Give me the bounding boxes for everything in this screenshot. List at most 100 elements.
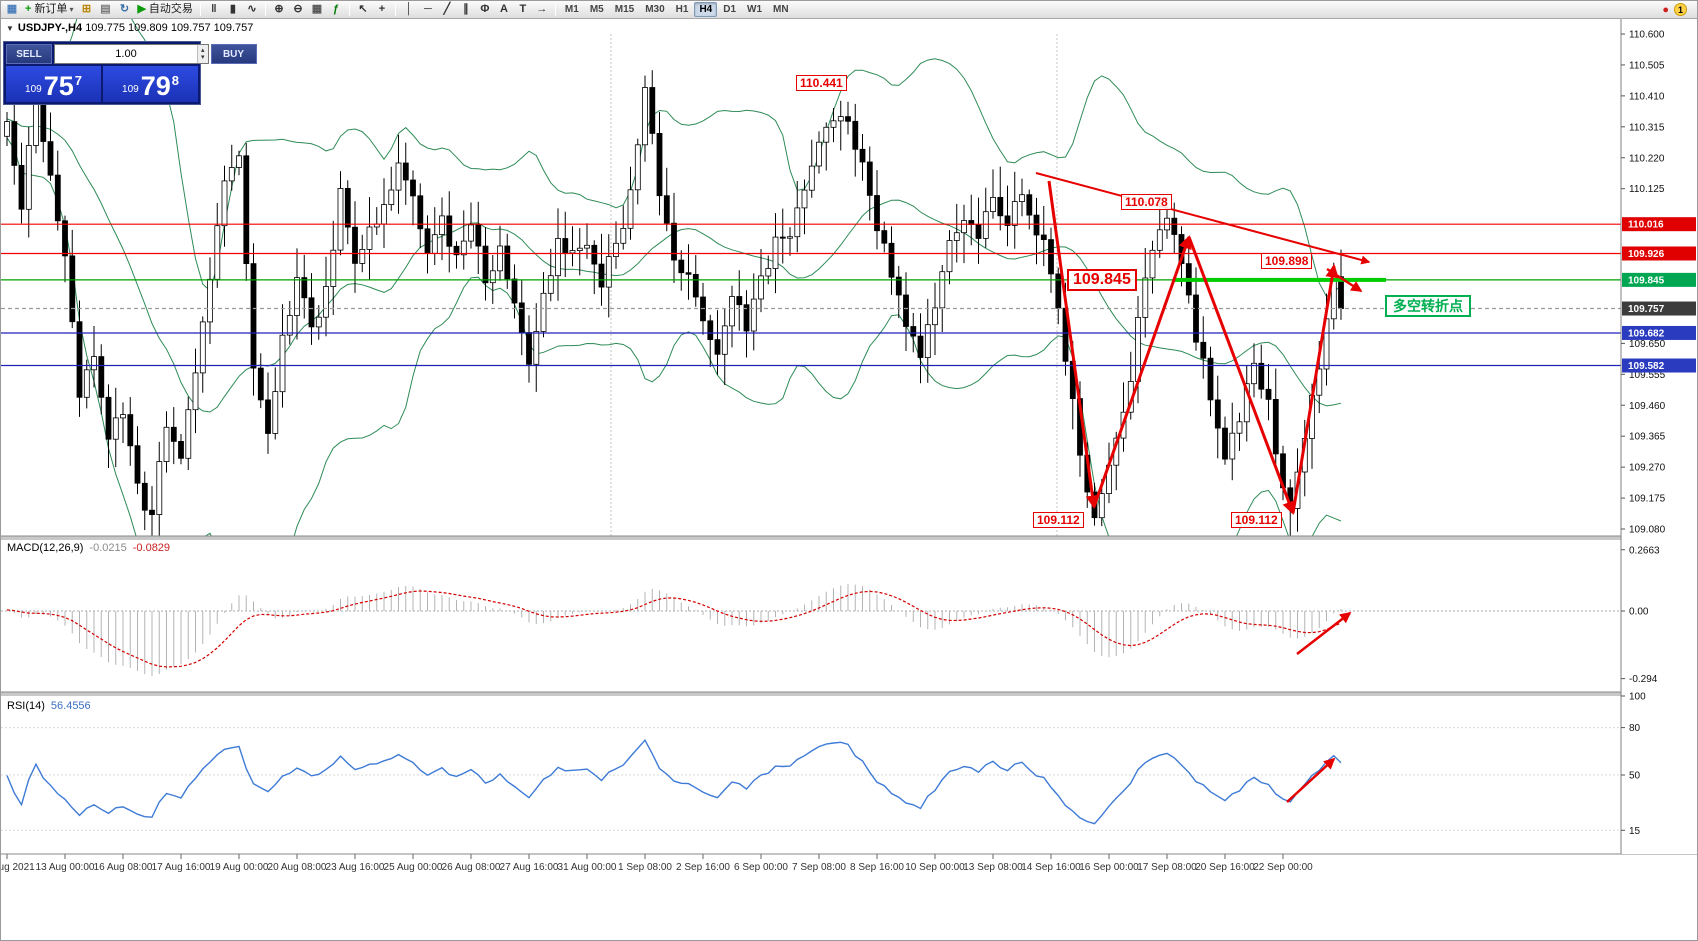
price-swing-label[interactable]: 110.078 [1121, 194, 1172, 210]
price-chart[interactable]: 110.600 110.505 110.410 110.315 110.220 110.1… [1, 19, 1698, 941]
ohlc-bars-icon[interactable]: ‖ [205, 2, 223, 18]
sell-price-panel[interactable]: 109 75 7 [6, 66, 101, 102]
timeframe-h4[interactable]: H4 [694, 2, 718, 17]
buy-price-panel[interactable]: 109 79 8 [103, 66, 198, 102]
svg-text:6 Sep 00:00: 6 Sep 00:00 [734, 862, 788, 873]
zoom-out-icon: ⊖ [293, 3, 303, 15]
fibonacci-icon: Φ [480, 3, 490, 15]
text-icon[interactable]: A [495, 2, 513, 18]
label-icon[interactable]: T [514, 2, 532, 18]
candlestick-icon[interactable]: ▮ [224, 2, 242, 18]
price-scale[interactable]: 110.600 110.505 110.410 110.315 110.220 110.1… [1620, 19, 1698, 854]
rsi-line [6, 738, 1342, 825]
svg-text:109.175: 109.175 [1629, 494, 1666, 505]
price-swing-label[interactable]: 109.112 [1231, 512, 1282, 528]
crosshair-icon[interactable]: + [373, 2, 391, 18]
sell-price-pip: 7 [74, 73, 82, 88]
buy-button[interactable]: BUY [210, 44, 257, 64]
profiles-icon: ▤ [100, 3, 111, 15]
svg-text:80: 80 [1629, 723, 1641, 734]
channel-icon[interactable]: ∥ [457, 2, 475, 18]
svg-text:110.410: 110.410 [1629, 91, 1665, 102]
bold-support-segment[interactable] [1173, 277, 1386, 282]
svg-text:109.845: 109.845 [1628, 275, 1665, 286]
trendline-icon[interactable]: ╱ [438, 2, 456, 18]
timeframe-m5[interactable]: M5 [585, 2, 609, 17]
timeframe-m15[interactable]: M15 [610, 2, 639, 17]
panel-separator[interactable] [1, 692, 1698, 696]
buy-price-big: 79 [140, 71, 171, 101]
volume-down-icon[interactable]: ▾ [201, 54, 205, 61]
toolbar: ▦ + 新订单 ▾ ⊞ ▤ ↻ ▶ 自动交易 ‖ ▮ ∿ ⊕ ⊖ ▦ ƒ ↖ + │ ─ ╱ ∥ Φ A T → M1 M5 M15 M3… [1, 1, 1697, 19]
svg-text:22 Sep 00:00: 22 Sep 00:00 [1253, 862, 1313, 873]
macd-label: MACD(12,26,9) -0.0215 -0.0829 [7, 542, 170, 554]
charts-grid-icon[interactable]: ⊞ [77, 2, 95, 18]
svg-text:-0.294: -0.294 [1629, 674, 1658, 685]
svg-text:110.315: 110.315 [1629, 122, 1665, 133]
toolbar-separator [348, 3, 350, 16]
horizontal-line-icon[interactable]: ─ [419, 2, 437, 18]
fibonacci-icon[interactable]: Φ [476, 2, 494, 18]
cursor-icon[interactable]: ↖ [354, 2, 372, 18]
timeframe-h1[interactable]: H1 [671, 2, 694, 17]
rsi-name: RSI(14) [7, 700, 45, 712]
indicators-icon[interactable]: ƒ [327, 2, 345, 18]
collapse-panel-icon[interactable]: ▼ [6, 24, 14, 33]
svg-text:109.682: 109.682 [1628, 328, 1665, 339]
rsi-value: 56.4556 [50, 700, 91, 712]
sell-button[interactable]: SELL [6, 44, 52, 64]
timeframe-d1[interactable]: D1 [718, 2, 741, 17]
arrow-object-icon[interactable]: → [533, 2, 551, 18]
ohlc-bars-icon: ‖ [211, 3, 217, 15]
new-order-button-caret-icon[interactable]: ▾ [69, 5, 74, 14]
panel-separator[interactable] [1, 536, 1698, 540]
new-chart-icon[interactable]: ▦ [3, 2, 21, 18]
svg-text:13 Aug 00:00: 13 Aug 00:00 [36, 862, 95, 873]
timeframe-w1[interactable]: W1 [742, 2, 767, 17]
svg-text:26 Aug 08:00: 26 Aug 08:00 [442, 862, 501, 873]
svg-text:17 Sep 08:00: 17 Sep 08:00 [1137, 862, 1197, 873]
vertical-line-icon[interactable]: │ [400, 2, 418, 18]
svg-text:110.505: 110.505 [1629, 60, 1665, 71]
profiles-icon[interactable]: ▤ [96, 2, 114, 18]
tile-windows-icon[interactable]: ▦ [308, 2, 326, 18]
horizontal-level-lines[interactable] [1, 223, 1621, 367]
price-swing-label[interactable]: 109.898 [1261, 253, 1313, 269]
timeframe-m1[interactable]: M1 [560, 2, 584, 17]
svg-text:109.365: 109.365 [1629, 432, 1666, 443]
volume-up-icon[interactable]: ▴ [201, 47, 205, 54]
svg-text:17 Aug 16:00: 17 Aug 16:00 [152, 862, 211, 873]
new-chart-icon: ▦ [6, 3, 18, 15]
svg-text:16 Sep 00:00: 16 Sep 00:00 [1079, 862, 1139, 873]
zoom-in-icon[interactable]: ⊕ [270, 2, 288, 18]
svg-text:19 Aug 00:00: 19 Aug 00:00 [210, 862, 269, 873]
macd-histogram [6, 584, 1342, 677]
line-chart-icon[interactable]: ∿ [243, 2, 261, 18]
timeframe-mn[interactable]: MN [768, 2, 794, 17]
svg-text:25 Aug 00:00: 25 Aug 00:00 [384, 862, 443, 873]
svg-text:110.220: 110.220 [1629, 153, 1665, 164]
notification-badge[interactable]: 1 [1674, 3, 1687, 16]
volume-stepper[interactable]: ▴ ▾ [54, 44, 209, 64]
svg-text:15: 15 [1629, 826, 1641, 837]
trend-arrows[interactable] [1035, 172, 1371, 803]
price-swing-label[interactable]: 109.112 [1033, 512, 1084, 528]
trendline-icon: ╱ [443, 3, 451, 15]
timeframe-m30[interactable]: M30 [640, 2, 669, 17]
alert-icon[interactable]: ● [1662, 3, 1669, 16]
autotrading-button[interactable]: ▶ 自动交易 [134, 2, 195, 18]
new-order-button[interactable]: + 新订单 ▾ [22, 2, 76, 18]
svg-text:50: 50 [1629, 771, 1641, 782]
volume-input[interactable] [55, 45, 197, 63]
refresh-icon[interactable]: ↻ [115, 2, 133, 18]
toolbar-separator [554, 3, 556, 16]
svg-text:10 Sep 00:00: 10 Sep 00:00 [905, 862, 965, 873]
price-swing-label[interactable]: 109.845 [1067, 269, 1137, 291]
turning-point-label[interactable]: 多空转折点 [1385, 295, 1471, 317]
price-scale-marker [1622, 272, 1696, 287]
price-swing-label[interactable]: 110.441 [796, 75, 847, 91]
price-scale-marker [1622, 246, 1696, 261]
zoom-out-icon[interactable]: ⊖ [289, 2, 307, 18]
